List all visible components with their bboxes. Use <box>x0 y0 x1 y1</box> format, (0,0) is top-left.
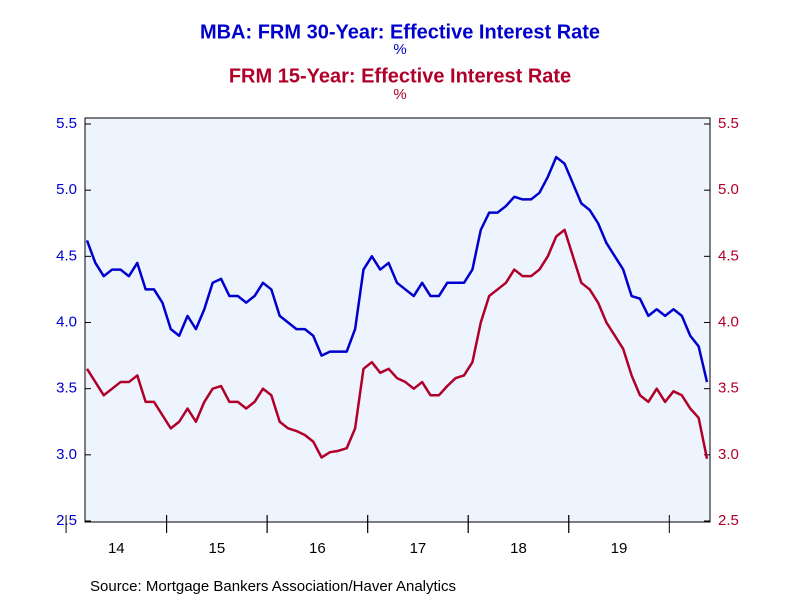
x-tick-label: 15 <box>209 540 226 557</box>
y2-tick-label: 4.0 <box>718 313 739 330</box>
chart-title-2: FRM 15-Year: Effective Interest Rate <box>229 65 571 87</box>
chart-title: MBA: FRM 30-Year: Effective Interest Rat… <box>200 21 600 43</box>
y2-tick-label: 5.5 <box>718 115 739 132</box>
title2-unit: % <box>393 86 406 103</box>
source-note: Source: Mortgage Bankers Association/Hav… <box>90 578 456 595</box>
y2-tick-label: 3.0 <box>718 446 739 463</box>
y-tick-label: 4.0 <box>56 313 77 330</box>
x-tick-label: 18 <box>510 540 527 557</box>
y2-tick-label: 2.5 <box>718 512 739 529</box>
series-line <box>85 228 709 460</box>
y2-tick-label: 3.5 <box>718 380 739 397</box>
y-tick-label: 4.5 <box>56 247 77 264</box>
series-line <box>85 155 709 383</box>
x-tick-label: 17 <box>410 540 427 557</box>
y2-tick-label: 5.0 <box>718 181 739 198</box>
x-tick-label: 16 <box>309 540 326 557</box>
y2-tick-label: 4.5 <box>718 247 739 264</box>
y-tick-label: 5.0 <box>56 181 77 198</box>
x-tick-label: 14 <box>108 540 125 557</box>
x-tick-label: 19 <box>611 540 628 557</box>
y-tick-label: 3.5 <box>56 380 77 397</box>
y-tick-label: 3.0 <box>56 446 77 463</box>
title-unit: % <box>393 41 406 58</box>
y-tick-label: 5.5 <box>56 115 77 132</box>
plot-area <box>84 117 711 523</box>
y-tick-label: 2.5 <box>56 512 77 529</box>
